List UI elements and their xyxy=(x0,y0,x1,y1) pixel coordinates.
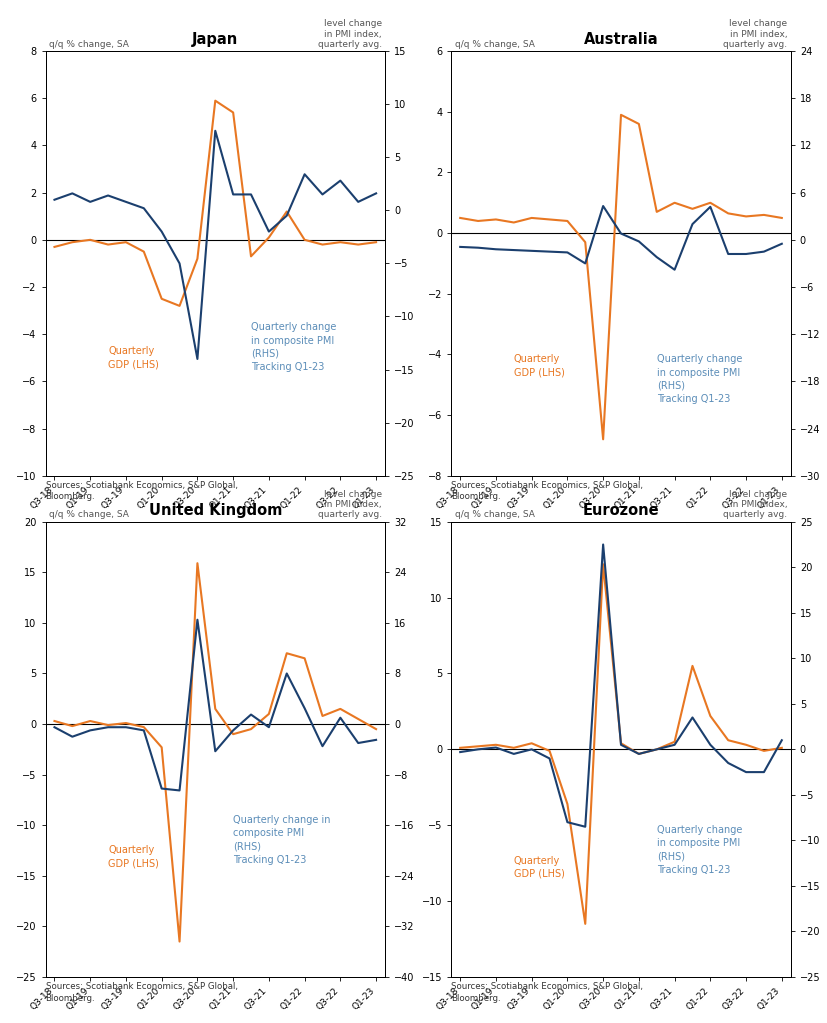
Text: Quarterly change
in composite PMI
(RHS)
Tracking Q1-23: Quarterly change in composite PMI (RHS) … xyxy=(656,354,741,404)
Text: Quarterly change
in composite PMI
(RHS)
Tracking Q1-23: Quarterly change in composite PMI (RHS) … xyxy=(251,322,336,372)
Text: Quarterly change
in composite PMI
(RHS)
Tracking Q1-23: Quarterly change in composite PMI (RHS) … xyxy=(656,826,741,875)
Text: q/q % change, SA: q/q % change, SA xyxy=(454,40,534,49)
Text: Quarterly
GDP (LHS): Quarterly GDP (LHS) xyxy=(108,346,159,369)
Text: level change
in PMI index,
quarterly avg.: level change in PMI index, quarterly avg… xyxy=(722,19,786,49)
Text: Sources: Scotiabank Economics, S&P Global,
Bloomberg.: Sources: Scotiabank Economics, S&P Globa… xyxy=(45,481,237,501)
Title: Eurozone: Eurozone xyxy=(582,502,658,518)
Text: q/q % change, SA: q/q % change, SA xyxy=(49,510,129,520)
Text: Sources: Scotiabank Economics, S&P Global,
Bloomberg.: Sources: Scotiabank Economics, S&P Globa… xyxy=(45,982,237,1003)
Text: Sources: Scotiabank Economics, S&P Global,
Bloomberg.: Sources: Scotiabank Economics, S&P Globa… xyxy=(451,982,643,1003)
Title: United Kingdom: United Kingdom xyxy=(148,502,282,518)
Text: Sources: Scotiabank Economics, S&P Global,
Bloomberg.: Sources: Scotiabank Economics, S&P Globa… xyxy=(451,481,643,501)
Text: Quarterly
GDP (LHS): Quarterly GDP (LHS) xyxy=(514,354,564,377)
Text: level change
in PMI index,
quarterly avg.: level change in PMI index, quarterly avg… xyxy=(317,19,381,49)
Text: q/q % change, SA: q/q % change, SA xyxy=(49,40,129,49)
Title: Japan: Japan xyxy=(192,32,238,47)
Text: q/q % change, SA: q/q % change, SA xyxy=(454,510,534,520)
Text: level change
in PMI index,
quarterly avg.: level change in PMI index, quarterly avg… xyxy=(317,490,381,520)
Text: Quarterly
GDP (LHS): Quarterly GDP (LHS) xyxy=(514,855,564,879)
Text: Quarterly
GDP (LHS): Quarterly GDP (LHS) xyxy=(108,845,159,869)
Text: level change
in PMI index,
quarterly avg.: level change in PMI index, quarterly avg… xyxy=(722,490,786,520)
Text: Quarterly change in
composite PMI
(RHS)
Tracking Q1-23: Quarterly change in composite PMI (RHS) … xyxy=(233,815,330,864)
Title: Australia: Australia xyxy=(583,32,657,47)
